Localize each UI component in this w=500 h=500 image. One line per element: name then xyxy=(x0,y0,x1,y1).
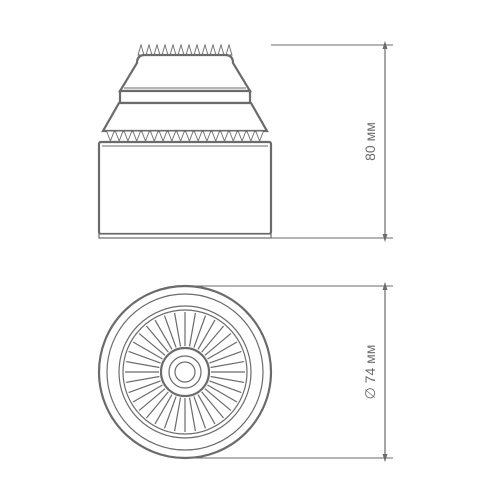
side-lip xyxy=(99,234,271,238)
side-top-fins xyxy=(138,45,232,55)
front-rays xyxy=(125,312,245,432)
side-mid xyxy=(103,103,267,131)
front-view xyxy=(99,286,271,458)
dim-height-label: 80 мм xyxy=(362,122,378,161)
side-mid-fins xyxy=(107,131,264,141)
dim-diameter-label: ∅ 74 мм xyxy=(362,345,378,400)
side-barrel xyxy=(99,142,271,234)
side-neck xyxy=(120,91,250,103)
side-cap xyxy=(120,55,250,91)
